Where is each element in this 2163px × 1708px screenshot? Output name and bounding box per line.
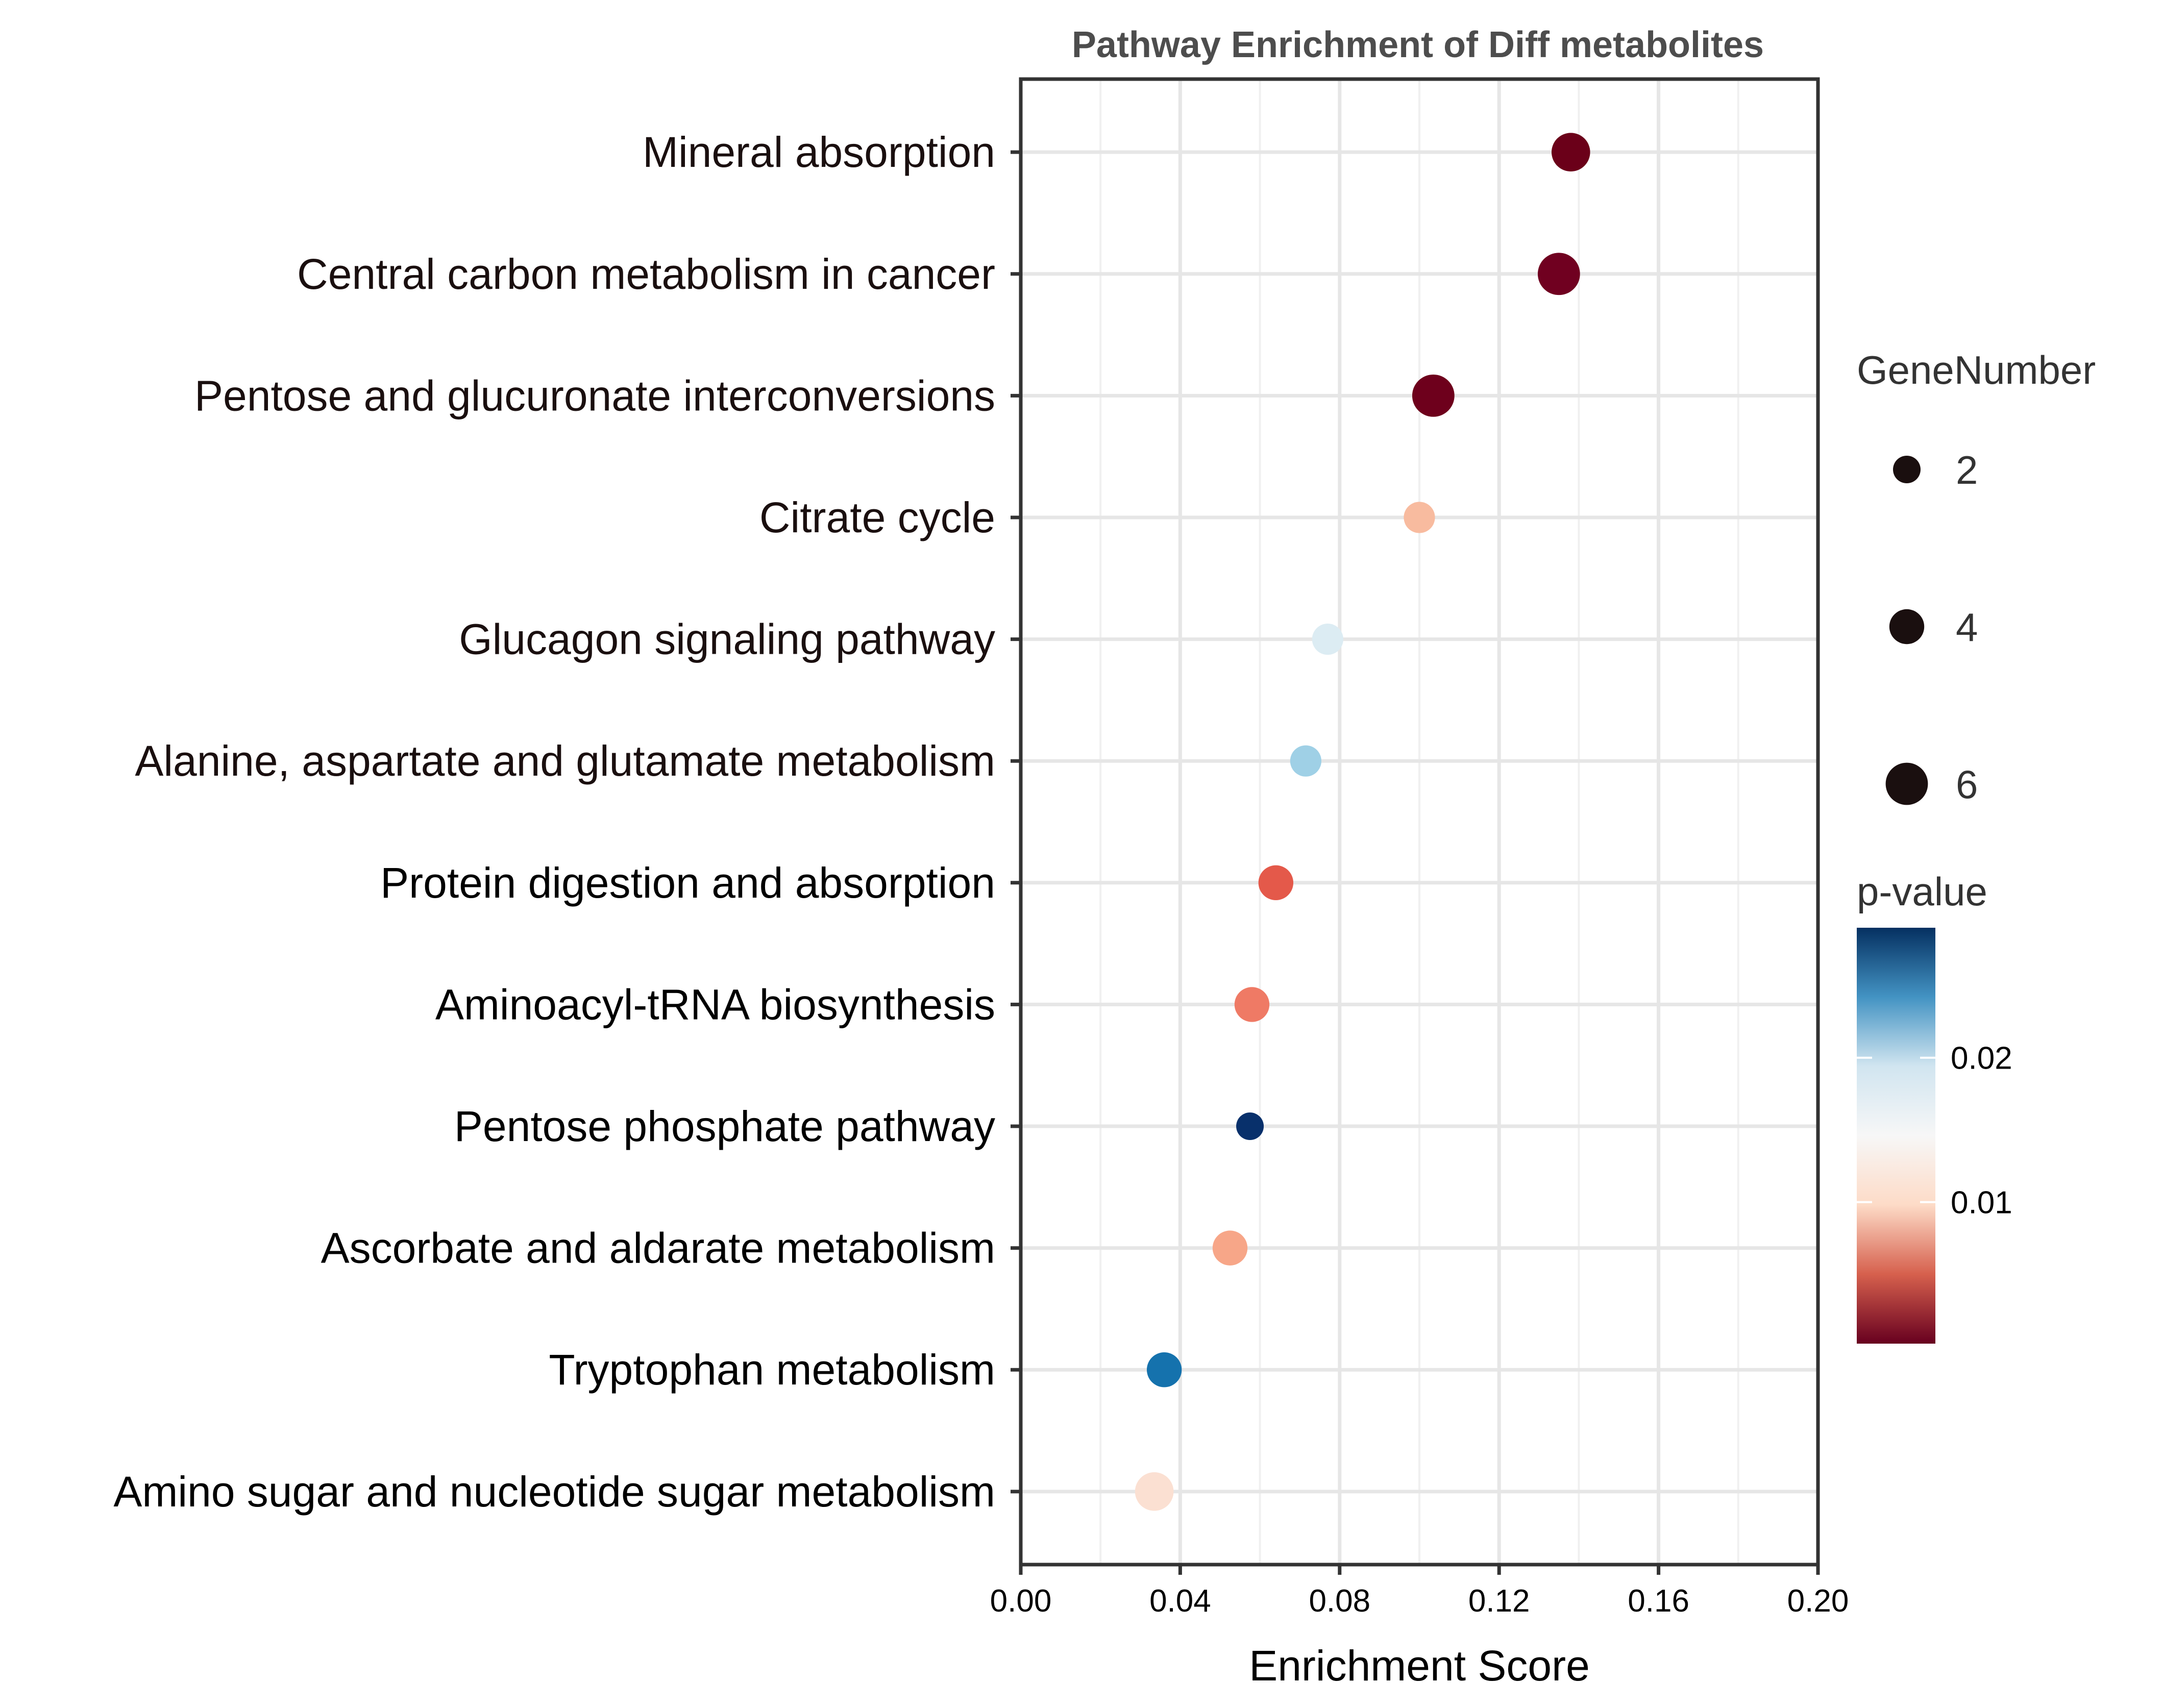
y-tick-label: Amino sugar and nucleotide sugar metabol… [113,1468,995,1516]
data-point [1537,253,1580,295]
data-point [1236,1112,1264,1141]
x-tick-label: 0.00 [990,1583,1052,1619]
size-legend-title: GeneNumber [1857,348,2096,392]
data-point [1412,374,1455,417]
data-point [1135,1472,1174,1511]
size-legend-key [1893,456,1921,483]
data-point [1258,865,1294,901]
color-legend-label: 0.01 [1951,1185,2012,1221]
data-point [1212,1230,1248,1266]
size-legend-label: 4 [1956,605,1978,650]
data-point [1290,745,1322,777]
y-tick-label: Ascorbate and aldarate metabolism [321,1224,995,1272]
points-layer [1135,133,1590,1511]
x-tick-label: 0.04 [1149,1583,1211,1619]
size-legend: GeneNumber 2 4 6 [1857,348,2096,807]
x-tick-label: 0.12 [1468,1583,1530,1619]
plot-panel-border [1019,77,1820,1567]
x-axis-title: Enrichment Score [1249,1642,1590,1690]
size-legend-key [1885,762,1928,805]
y-tick-label: Pentose and glucuronate interconversions [194,372,995,419]
size-legend-key [1889,609,1925,645]
data-point [1234,987,1270,1022]
size-legend-label: 6 [1956,762,1978,807]
x-tick-label: 0.08 [1309,1583,1370,1619]
y-tick-label: Central carbon metabolism in cancer [297,250,995,298]
y-tick-label: Mineral absorption [643,128,995,176]
data-point [1404,502,1435,533]
data-point [1551,133,1590,171]
color-legend-bar [1857,928,1935,1344]
color-legend-label: 0.02 [1951,1041,2012,1076]
data-point [1312,623,1343,655]
color-legend: p-value 0.02 0.01 [1857,869,2012,1344]
y-tick-label: Protein digestion and absorption [380,859,995,907]
size-legend-label: 2 [1956,448,1978,492]
color-legend-title: p-value [1857,869,1987,914]
y-axis: Mineral absorption Central carbon metabol… [113,128,1021,1516]
x-tick-label: 0.16 [1628,1583,1689,1619]
data-point [1146,1352,1182,1388]
x-axis: 0.00 0.04 0.08 0.12 0.16 0.20 [990,1565,1849,1619]
y-tick-label: Pentose phosphate pathway [454,1102,995,1150]
y-tick-label: Alanine, aspartate and glutamate metabol… [135,737,995,785]
y-tick-label: Tryptophan metabolism [549,1346,995,1394]
chart-title: Pathway Enrichment of Diff metabolites [1072,24,1764,65]
x-tick-label: 0.20 [1787,1583,1849,1619]
y-tick-label: Glucagon signaling pathway [459,615,995,663]
y-tick-label: Citrate cycle [759,493,995,541]
y-tick-label: Aminoacyl-tRNA biosynthesis [435,980,995,1028]
